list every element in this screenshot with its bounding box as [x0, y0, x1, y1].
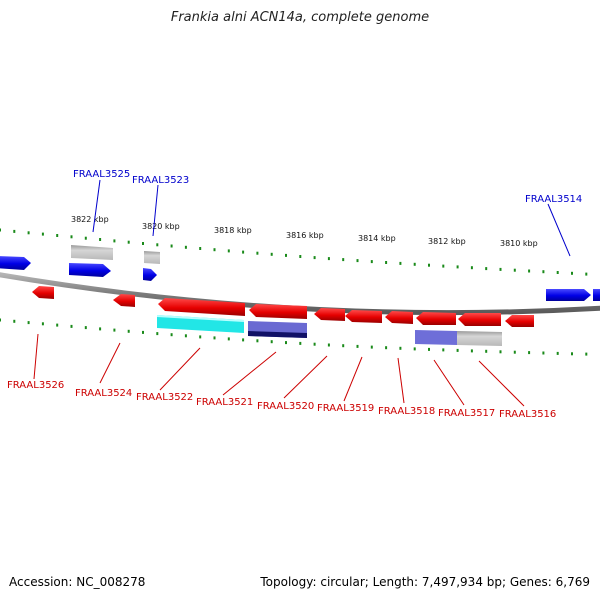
scale-label: 3810 kbp [500, 239, 538, 248]
gene-label[interactable]: FRAAL3524 [75, 388, 132, 399]
gene-label[interactable]: FRAAL3523 [132, 175, 189, 186]
gene-label[interactable]: FRAAL3514 [525, 194, 582, 205]
gene-arrow[interactable] [249, 304, 307, 319]
gene-label[interactable]: FRAAL3518 [378, 406, 435, 417]
gene-arrow[interactable] [593, 289, 600, 301]
scale-label: 3822 kbp [71, 215, 109, 224]
gene-arrow[interactable] [113, 294, 135, 307]
gene-arrow[interactable] [158, 298, 245, 316]
leader-line [33, 333, 39, 380]
leader-line [397, 357, 405, 404]
cds-bar-highlight [156, 315, 245, 322]
gene-arrow[interactable] [416, 312, 456, 325]
cds-bar[interactable] [144, 251, 160, 264]
leader-line [92, 179, 101, 233]
leader-line [433, 359, 465, 406]
leader-line [283, 355, 328, 399]
leader-line [343, 356, 363, 402]
reverse-strand-genes [32, 286, 534, 346]
genome-title: Frankia alni ACN14a, complete genome [170, 10, 430, 25]
scale-ticks-lower [0, 318, 588, 356]
gene-label[interactable]: FRAAL3525 [73, 169, 130, 180]
gene-arrow[interactable] [458, 313, 501, 326]
leader-line [159, 347, 201, 391]
scale-label: 3820 kbp [142, 222, 180, 231]
leader-line [222, 351, 277, 396]
accession-label: Accession: NC_008278 [9, 575, 146, 589]
cds-bar[interactable] [71, 245, 113, 260]
cds-bar[interactable] [415, 330, 457, 345]
gene-arrow[interactable] [345, 310, 382, 323]
scale-labels: 3822 kbp 3820 kbp 3818 kbp 3816 kbp 3814… [71, 215, 538, 248]
gene-arrow[interactable] [143, 268, 157, 281]
cds-bar[interactable] [457, 331, 502, 346]
gene-label[interactable]: FRAAL3517 [438, 408, 495, 419]
forward-strand-genes [0, 245, 600, 301]
gene-arrow[interactable] [32, 286, 54, 299]
genome-summary: Topology: circular; Length: 7,497,934 bp… [260, 575, 590, 589]
leader-lines [33, 179, 571, 407]
scale-label: 3814 kbp [358, 234, 396, 243]
scale-label: 3812 kbp [428, 237, 466, 246]
gene-arrow[interactable] [505, 315, 534, 327]
leader-line [99, 342, 121, 384]
leader-line [152, 184, 159, 237]
gene-arrow[interactable] [546, 289, 591, 301]
scale-label: 3816 kbp [286, 231, 324, 240]
scale-label: 3818 kbp [214, 226, 252, 235]
gene-label[interactable]: FRAAL3520 [257, 401, 314, 412]
scale-ticks-upper [0, 228, 588, 276]
leader-line [478, 360, 525, 407]
gene-arrow[interactable] [69, 263, 111, 277]
gene-labels: FRAAL3525 FRAAL3523 FRAAL3514 FRAAL3526 … [7, 169, 582, 420]
gene-label[interactable]: FRAAL3522 [136, 392, 193, 403]
leader-line [547, 203, 571, 257]
gene-label[interactable]: FRAAL3526 [7, 380, 64, 391]
gene-arrow[interactable] [385, 311, 413, 324]
gene-label[interactable]: FRAAL3521 [196, 397, 253, 408]
cds-bar[interactable] [248, 331, 307, 338]
gene-label[interactable]: FRAAL3516 [499, 409, 556, 420]
gene-label[interactable]: FRAAL3519 [317, 403, 374, 414]
gene-arrow[interactable] [0, 256, 31, 270]
gene-arrow[interactable] [314, 308, 345, 321]
